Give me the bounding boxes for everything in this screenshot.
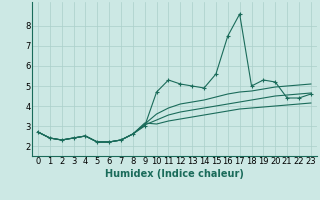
- X-axis label: Humidex (Indice chaleur): Humidex (Indice chaleur): [105, 169, 244, 179]
